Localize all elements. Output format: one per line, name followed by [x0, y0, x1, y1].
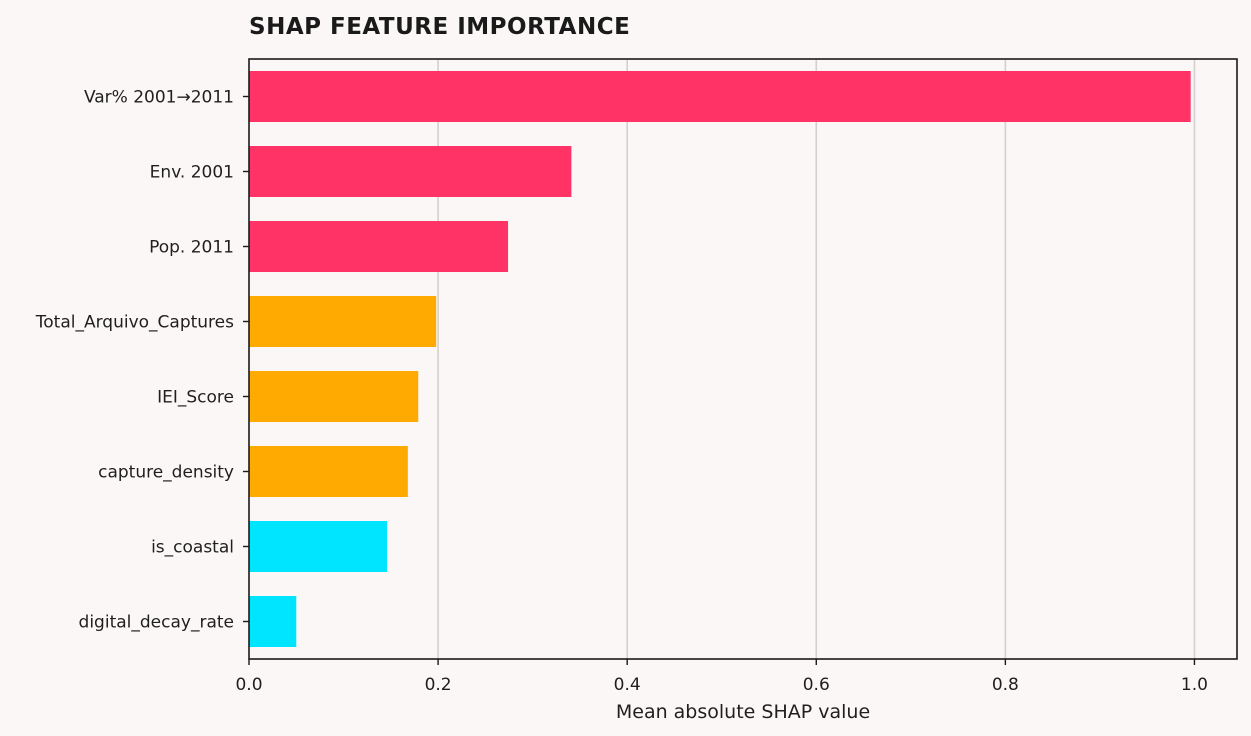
chart-title: SHAP FEATURE IMPORTANCE	[249, 14, 630, 40]
x-tick-label: 0.2	[425, 675, 452, 695]
bar-2	[249, 146, 572, 197]
x-tick-label: 0.8	[992, 675, 1019, 695]
bar-4	[249, 296, 437, 347]
bar-3	[249, 221, 509, 272]
x-tick-label: 0.6	[803, 675, 830, 695]
x-tick-labels: 0.0 0.2 0.4 0.6 0.8 1.0	[235, 659, 1208, 695]
y-tick-label: is_coastal	[151, 538, 234, 558]
y-tick-label: capture_density	[98, 463, 234, 483]
y-tick-label: IEI_Score	[157, 388, 234, 408]
plot-frame	[248, 58, 1238, 660]
y-tick-label: digital_decay_rate	[79, 613, 234, 633]
bar-5	[249, 371, 419, 422]
y-tick-label: Var% 2001→2011	[84, 88, 234, 108]
bar-6	[249, 446, 408, 497]
x-tick-label: 0.0	[235, 675, 262, 695]
x-tick-label: 1.0	[1181, 675, 1208, 695]
bar-7	[249, 521, 388, 572]
y-tick-label: Total_Arquivo_Captures	[35, 313, 234, 333]
x-tick-label: 0.4	[614, 675, 641, 695]
grid-lines	[437, 59, 1196, 659]
x-axis-label: Mean absolute SHAP value	[616, 701, 870, 723]
bar-1	[249, 71, 1191, 122]
bars	[249, 71, 1191, 647]
y-tick-label: Pop. 2011	[149, 238, 234, 258]
y-tick-labels: Var% 2001→2011 Env. 2001 Pop. 2011 Total_Ar…	[35, 88, 249, 633]
bar-8	[249, 596, 297, 647]
y-tick-label: Env. 2001	[150, 163, 234, 183]
